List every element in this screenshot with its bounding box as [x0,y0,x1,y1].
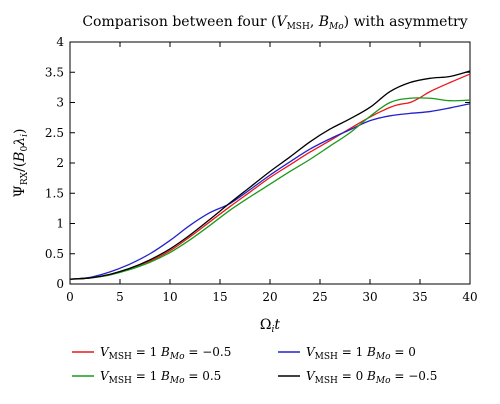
chart-title: Comparison between four (VMSH, BMo) with… [82,14,467,32]
legend-label: VMSH = 0 BMo = −0.5 [306,369,437,386]
y-tick-label: 2.5 [45,126,64,140]
y-tick-label: 2 [56,156,64,170]
legend-entry-4: VMSH = 0 BMo = −0.5 [278,369,437,386]
y-tick-label: 4 [56,35,64,49]
y-tick-label: 1.5 [45,186,64,200]
legend-label: VMSH = 1 BMo = −0.5 [100,345,231,362]
series-line-1 [69,73,471,280]
legend-label: VMSH = 1 BMo = 0 [306,345,416,362]
legend-label: VMSH = 1 BMo = 0.5 [100,369,221,386]
x-tick-label: 40 [462,290,477,304]
x-axis-label: Ωit [260,317,281,335]
series-line-2 [69,103,471,280]
plot-area: 0 5 10 15 20 25 30 35 40 0 0.5 1 1.5 2 2.5 3 3.5 4 [45,35,478,304]
x-tick-label: 35 [412,290,427,304]
x-tick-label: 10 [162,290,177,304]
x-tick-label: 25 [312,290,327,304]
x-tick-label: 5 [116,290,124,304]
series-line-3 [69,97,471,280]
x-tick-label: 15 [212,290,227,304]
legend: VMSH = 1 BMo = −0.5 VMSH = 1 BMo = 0 VMSH … [72,345,437,386]
x-axis-label-text: Ωit [260,317,281,335]
legend-entry-2: VMSH = 1 BMo = 0 [278,345,416,362]
legend-entry-1: VMSH = 1 BMo = −0.5 [72,345,231,362]
y-tick-label: 1 [56,217,64,231]
x-tick-label: 30 [362,290,377,304]
y-axis-label: ΨRX/(B0λi) [12,129,30,198]
y-tick-label: 3.5 [45,65,64,79]
legend-entry-3: VMSH = 1 BMo = 0.5 [72,369,221,386]
plot-frame [69,41,471,285]
x-tick-label: 0 [66,290,74,304]
y-tick-label: 3 [56,96,64,110]
y-axis-label-text: ΨRX/(B0λi) [12,129,30,198]
x-tick-label: 20 [262,290,277,304]
y-tick-label: 0.5 [45,247,64,261]
y-tick-label: 0 [56,277,64,291]
series-line-4 [69,70,471,280]
